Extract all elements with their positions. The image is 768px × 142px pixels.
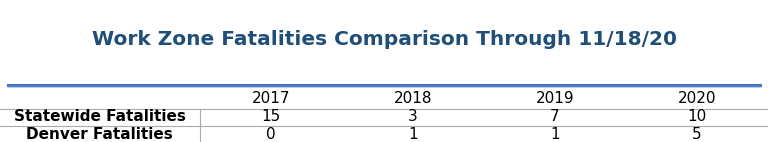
Text: 10: 10 — [687, 109, 707, 124]
Text: 5: 5 — [692, 127, 702, 142]
Text: 7: 7 — [550, 109, 560, 124]
Text: Statewide Fatalities: Statewide Fatalities — [14, 109, 186, 124]
Text: 2020: 2020 — [677, 91, 717, 106]
Text: 1: 1 — [408, 127, 418, 142]
Text: Denver Fatalities: Denver Fatalities — [26, 127, 174, 142]
Text: Work Zone Fatalities Comparison Through 11/18/20: Work Zone Fatalities Comparison Through … — [91, 30, 677, 49]
Text: 3: 3 — [408, 109, 418, 124]
Text: 2019: 2019 — [535, 91, 574, 106]
Text: 15: 15 — [261, 109, 280, 124]
Text: 0: 0 — [266, 127, 276, 142]
Text: 2017: 2017 — [251, 91, 290, 106]
Text: 1: 1 — [550, 127, 560, 142]
Text: 2018: 2018 — [393, 91, 432, 106]
